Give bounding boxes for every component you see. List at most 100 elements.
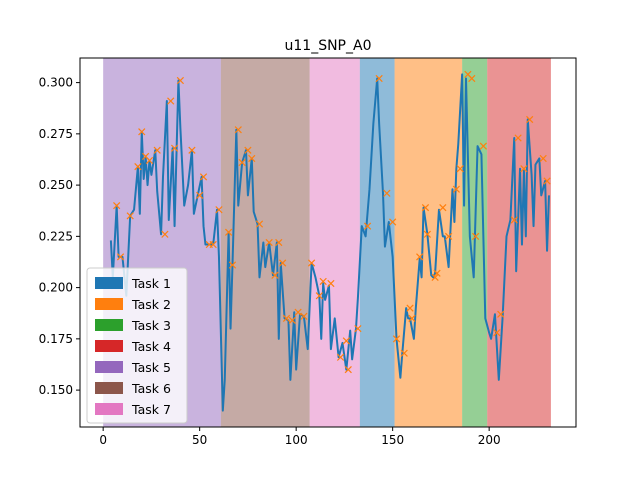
legend-swatch [95,298,123,310]
y-tick-label: 0.250 [39,178,73,192]
marker-point [248,154,256,163]
legend-item-task-4: Task 4 [95,339,171,354]
y-tick-label: 0.200 [39,281,73,295]
marker-point [170,144,179,152]
x-tick-label: 50 [192,433,207,447]
region-task-1 [359,58,395,427]
marker-point [315,292,323,300]
marker-point [514,134,522,142]
marker-point [255,220,264,228]
legend-swatch [95,340,123,352]
marker-point [134,163,142,171]
x-tick-label: 0 [99,433,107,447]
series-line [109,73,550,412]
marker-point [215,206,223,214]
marker-point [342,337,350,345]
marker-point [400,349,408,357]
y-tick-label: 0.300 [39,76,73,90]
legend-item-task-2: Task 2 [95,297,171,312]
marker-point [271,271,279,279]
marker-point [389,218,397,226]
legend-swatch [95,361,123,373]
marker-point [452,185,460,193]
marker-point [493,329,501,337]
marker-point [153,146,161,154]
marker-point [539,154,547,163]
marker-point [116,253,125,261]
legend-swatch [95,277,123,289]
marker-point [188,146,196,154]
marker-point [126,212,134,220]
legend-swatch [95,382,123,394]
y-tick-label: 0.225 [39,229,73,243]
marker-point [433,269,441,277]
marker-point [161,230,169,238]
chart-title: u11_SNP_A0 [285,38,372,54]
marker-point [196,191,204,199]
marker-point [344,365,352,374]
legend-label: Task 7 [131,402,171,417]
marker-point [439,204,447,212]
legend-label: Task 4 [131,339,171,354]
marker-point [423,230,432,238]
y-tick-label: 0.150 [39,383,73,397]
plot-frame [79,57,577,428]
marker-point [319,277,327,286]
legend-label: Task 6 [131,381,171,396]
marker-point [468,74,476,83]
legend-label: Task 5 [131,360,171,375]
x-tick-label: 100 [285,433,308,447]
region-task-7 [309,58,360,427]
marker-point [234,126,242,134]
marker-point [138,128,146,136]
marker-point [526,115,534,124]
marker-point [406,304,414,312]
marker-point [275,238,283,247]
region-task-4 [487,58,551,427]
x-tick-label: 150 [381,433,404,447]
marker-point [199,173,208,181]
marker-point [336,353,345,361]
marker-point [167,97,175,105]
marker-point [375,74,383,83]
y-tick-label: 0.175 [39,332,73,346]
marker-point [444,232,453,240]
marker-point [520,165,528,173]
marker-point [472,232,480,240]
marker-point [431,273,439,281]
marker-point [392,335,401,343]
legend-label: Task 2 [131,297,171,312]
marker-point [479,142,487,150]
legend-swatch [95,403,123,415]
region-task-6 [220,58,310,427]
marker-point [327,279,335,288]
marker-point [238,158,246,167]
legend-item-task-1: Task 1 [95,276,171,291]
marker-point [288,316,296,325]
marker-point [244,146,252,154]
x-tick-label: 200 [478,433,501,447]
marker-point [176,76,184,85]
marker-point [354,324,362,333]
marker-point [300,312,308,320]
marker-point [228,261,237,269]
legend-item-task-6: Task 6 [95,381,171,396]
marker-point [265,238,273,247]
legend: Task 1 Task 2 Task 3 Task 4 Task 5 Task 6 Task… [86,267,188,424]
legend-item-task-7: Task 7 [95,402,171,417]
marker-point [224,228,233,236]
marker-point [145,156,154,165]
axes: 0 50 100 150 200 0.150 0.175 0.200 0.225 0.250 0.2… [39,57,577,447]
marker-point [416,253,424,261]
marker-point [307,259,316,267]
marker-point [294,308,302,316]
series-group [109,70,551,412]
marker-point [421,204,430,212]
marker-point [282,314,291,322]
marker-point [363,222,372,230]
legend-label: Task 1 [131,276,171,291]
y-tick-label: 0.275 [39,127,73,141]
marker-point [497,310,505,318]
marker-point [383,189,391,197]
